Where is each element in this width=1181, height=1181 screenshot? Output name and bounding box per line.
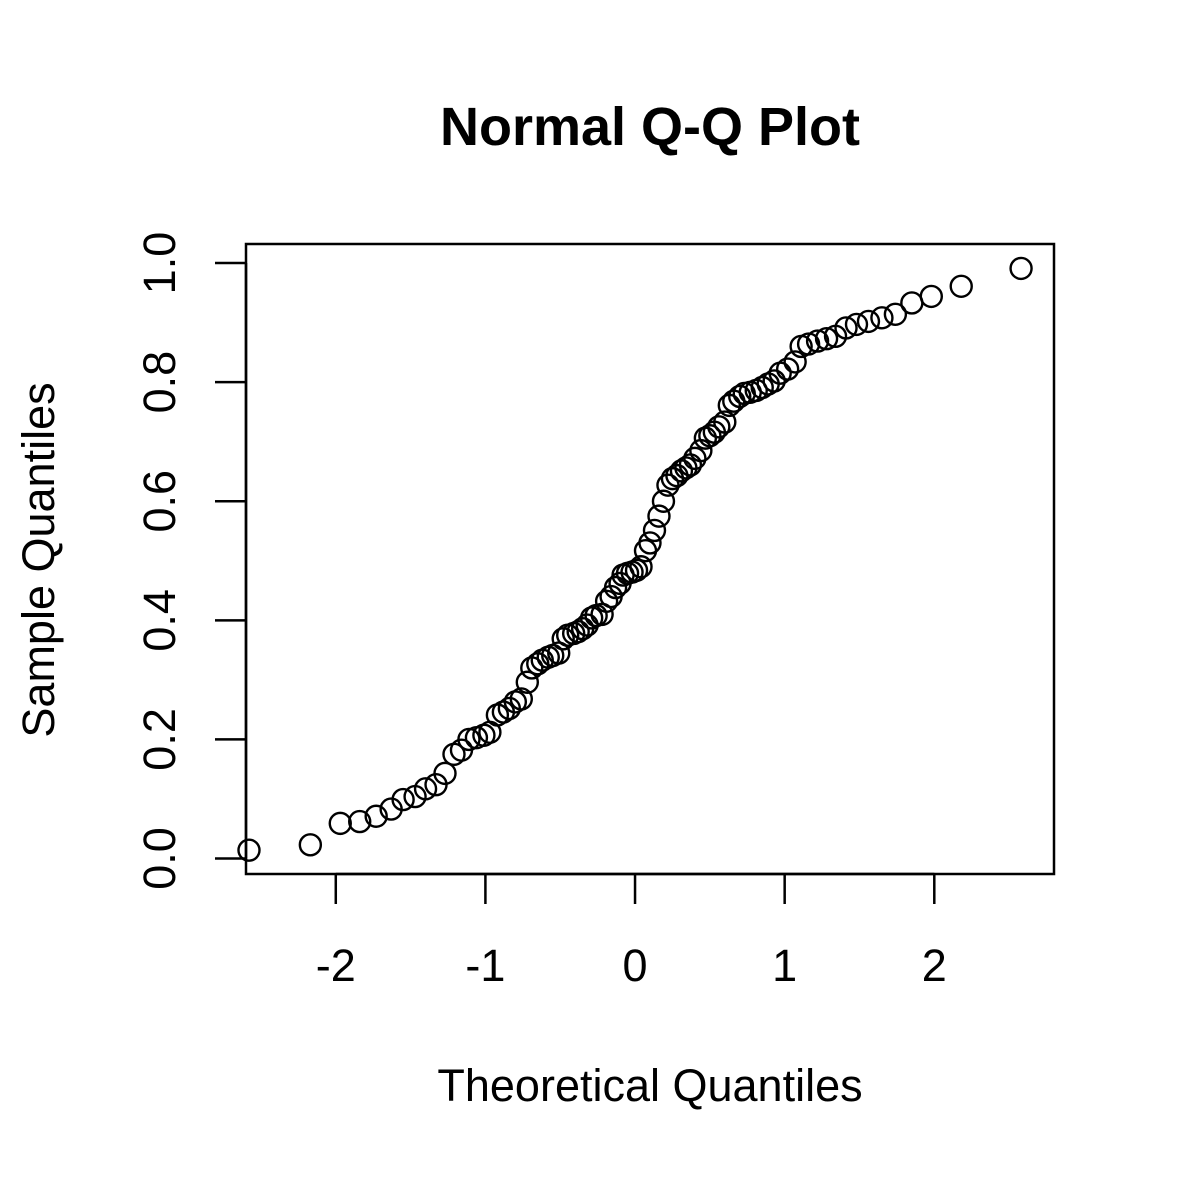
data-point [713,410,737,434]
y-tick-label: 1.0 [134,232,185,295]
x-tick-label: 0 [623,940,648,991]
chart-title: Normal Q-Q Plot [440,97,860,157]
x-axis-label: Theoretical Quantiles [437,1060,862,1111]
data-point [870,306,894,330]
y-axis-label: Sample Quantiles [13,382,64,737]
data-point [629,555,653,579]
y-tick-label: 0.0 [134,827,185,890]
data-point [638,531,662,555]
data-point [237,838,261,862]
data-point [698,424,722,448]
x-tick-label: 2 [922,940,947,991]
data-point [364,804,388,828]
x-tick-label: -2 [316,940,356,991]
data-point [642,518,667,543]
data-point [783,350,807,374]
data-point [834,316,858,340]
data-point [433,761,457,786]
data-point [856,309,881,334]
data-point [579,606,604,630]
data-point [814,326,839,351]
data-point [603,575,628,600]
y-tick-label: 0.8 [134,351,185,414]
data-point [647,504,671,528]
y-tick-label: 0.4 [134,589,185,652]
data-point [391,787,415,812]
data-point [762,369,786,393]
data-point [728,384,752,409]
data-point [796,332,821,356]
data-point [651,489,676,513]
y-tick-label: 0.6 [134,470,185,533]
data-point [413,777,438,801]
data-points [237,256,1033,862]
data-point [1009,256,1033,281]
data-point [775,357,800,381]
y-axis: 0.0 0.2 0.4 0.6 0.8 1.0 [134,232,248,890]
data-point [919,284,944,309]
data-point [298,833,323,857]
data-point [949,274,973,298]
data-point [348,809,372,834]
data-point [509,687,534,711]
data-point [515,670,540,694]
data-point [328,811,352,836]
y-tick-label: 0.2 [134,708,185,771]
data-point [750,375,774,400]
data-point [805,329,830,353]
data-point [683,446,707,471]
x-tick-label: 1 [772,940,797,991]
data-point [624,558,649,583]
data-point [707,415,731,439]
data-point [844,312,869,337]
x-axis: -2 -1 0 1 2 [316,872,947,991]
data-point [883,302,908,326]
x-tick-label: -1 [465,940,505,991]
